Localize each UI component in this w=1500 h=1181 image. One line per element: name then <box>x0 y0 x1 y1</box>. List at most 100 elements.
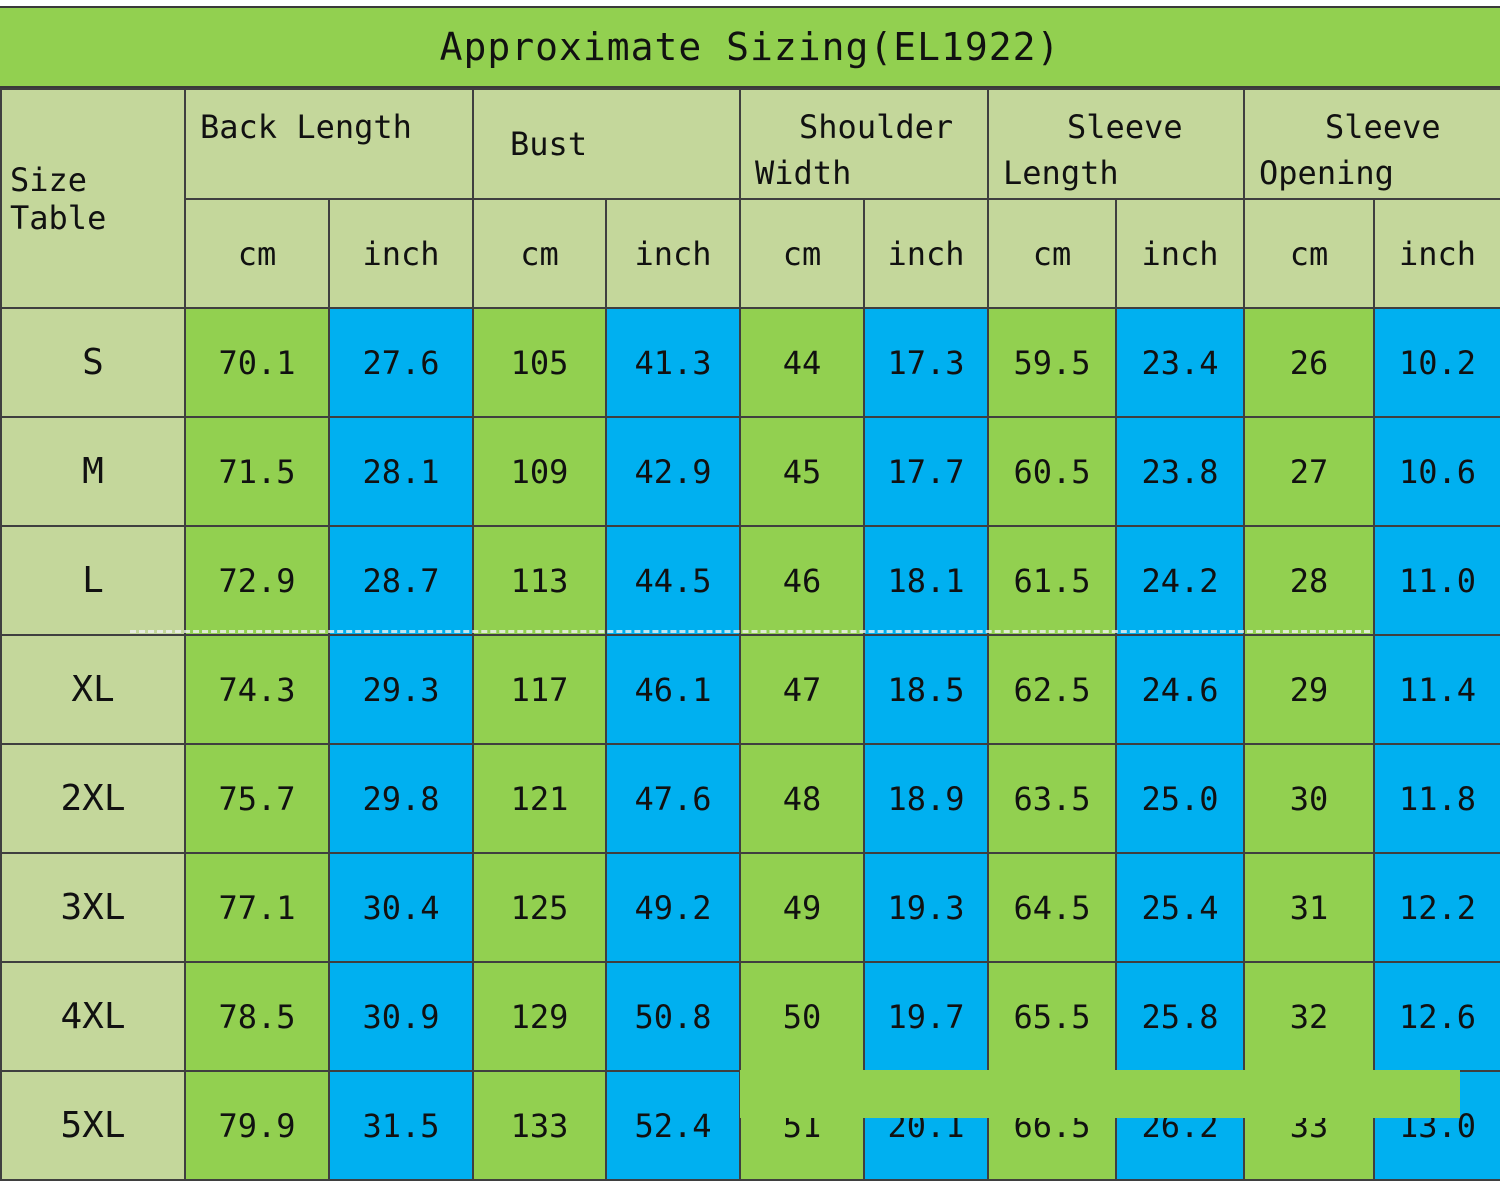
value-inch-cell: 25.8 <box>1115 961 1246 1072</box>
size-cell: M <box>0 416 186 527</box>
header-row-groups: Size Table Back Length Bust Shoulder Wid… <box>0 88 1500 309</box>
value-inch-cell: 31.5 <box>327 1070 475 1181</box>
value-cm-cell: 44 <box>739 307 866 418</box>
value-cm-cell: 74.3 <box>184 634 330 745</box>
value-inch-cell: 23.4 <box>1115 307 1246 418</box>
header-bust-line1: Bust <box>510 125 588 163</box>
value-cm-cell: 32 <box>1243 961 1376 1072</box>
value-cm-cell: 45 <box>739 416 866 527</box>
table-row: XL 74.3 29.3 117 46.1 47 18.5 62.5 24.6 29 11.4 <box>0 634 1500 745</box>
table-row: 4XL 78.5 30.9 129 50.8 50 19.7 65.5 25.8 32 12.6 <box>0 961 1500 1072</box>
value-cm-cell: 78.5 <box>184 961 330 1072</box>
value-inch-cell: 41.3 <box>605 307 742 418</box>
value-cm-cell: 133 <box>472 1070 608 1181</box>
value-cm-cell: 65.5 <box>987 961 1118 1072</box>
unit-cm: cm <box>739 198 866 309</box>
header-shoulder-width-line2: Width <box>755 154 852 192</box>
value-inch-cell: 19.3 <box>863 852 990 963</box>
unit-inch: inch <box>863 198 990 309</box>
value-inch-cell: 17.7 <box>863 416 990 527</box>
size-table-label: Size Table <box>0 88 186 309</box>
value-cm-cell: 121 <box>472 743 608 854</box>
value-inch-cell: 11.4 <box>1373 634 1500 745</box>
header-shoulder-width: Shoulder Width <box>739 88 990 200</box>
value-cm-cell: 75.7 <box>184 743 330 854</box>
table-row: 2XL 75.7 29.8 121 47.6 48 18.9 63.5 25.0 30 11.8 <box>0 743 1500 854</box>
value-inch-cell: 44.5 <box>605 525 742 636</box>
size-cell: 2XL <box>0 743 186 854</box>
value-cm-cell: 70.1 <box>184 307 330 418</box>
size-cell: L <box>0 525 186 636</box>
header-row-units: cm inch cm inch cm inch cm inch cm inch <box>1 198 1500 309</box>
table-row: 3XL 77.1 30.4 125 49.2 49 19.3 64.5 25.4 31 12.2 <box>0 852 1500 963</box>
size-table: Size Table Back Length Bust Shoulder Wid… <box>0 88 1500 1181</box>
header-sleeve-opening-line2: Opening <box>1259 154 1394 192</box>
header-sleeve-length-line2: Length <box>1003 154 1119 192</box>
table-row: L 72.9 28.7 113 44.5 46 18.1 61.5 24.2 28 11.0 <box>0 525 1500 636</box>
value-inch-cell: 30.4 <box>327 852 475 963</box>
value-inch-cell: 19.7 <box>863 961 990 1072</box>
value-inch-cell: 28.7 <box>327 525 475 636</box>
value-cm-cell: 113 <box>472 525 608 636</box>
unit-inch: inch <box>1373 198 1500 309</box>
value-inch-cell: 10.6 <box>1373 416 1500 527</box>
value-cm-cell: 62.5 <box>987 634 1118 745</box>
unit-cm: cm <box>987 198 1118 309</box>
header-sleeve-opening-line1: Sleeve <box>1325 108 1441 146</box>
value-inch-cell: 11.8 <box>1373 743 1500 854</box>
unit-cm: cm <box>184 198 330 309</box>
value-cm-cell: 48 <box>739 743 866 854</box>
value-inch-cell: 28.1 <box>327 416 475 527</box>
value-inch-cell: 25.4 <box>1115 852 1246 963</box>
unit-inch: inch <box>605 198 742 309</box>
value-inch-cell: 30.9 <box>327 961 475 1072</box>
value-inch-cell: 17.3 <box>863 307 990 418</box>
header-shoulder-width-line1: Shoulder <box>799 108 954 146</box>
value-cm-cell: 61.5 <box>987 525 1118 636</box>
unit-cm: cm <box>1243 198 1376 309</box>
value-cm-cell: 26 <box>1243 307 1376 418</box>
value-inch-cell: 18.1 <box>863 525 990 636</box>
value-cm-cell: 72.9 <box>184 525 330 636</box>
value-inch-cell: 18.9 <box>863 743 990 854</box>
unit-inch: inch <box>1115 198 1246 309</box>
value-inch-cell: 29.3 <box>327 634 475 745</box>
value-inch-cell: 27.6 <box>327 307 475 418</box>
value-cm-cell: 63.5 <box>987 743 1118 854</box>
value-cm-cell: 46 <box>739 525 866 636</box>
value-inch-cell: 12.6 <box>1373 961 1500 1072</box>
value-cm-cell: 27 <box>1243 416 1376 527</box>
chart-title: Approximate Sizing(EL1922) <box>0 6 1500 88</box>
value-cm-cell: 71.5 <box>184 416 330 527</box>
header-back-length-line1: Back Length <box>200 108 412 146</box>
value-inch-cell: 24.6 <box>1115 634 1246 745</box>
value-cm-cell: 60.5 <box>987 416 1118 527</box>
value-inch-cell: 50.8 <box>605 961 742 1072</box>
table-row: M 71.5 28.1 109 42.9 45 17.7 60.5 23.8 27 10.6 <box>0 416 1500 527</box>
header-sleeve-length-line1: Sleeve <box>1067 108 1183 146</box>
scan-artifact-line <box>130 630 1370 633</box>
header-bust: Bust <box>472 88 742 200</box>
size-cell: 3XL <box>0 852 186 963</box>
value-inch-cell: 18.5 <box>863 634 990 745</box>
value-inch-cell: 25.0 <box>1115 743 1246 854</box>
value-inch-cell: 24.2 <box>1115 525 1246 636</box>
value-inch-cell: 46.1 <box>605 634 742 745</box>
value-cm-cell: 29 <box>1243 634 1376 745</box>
header-back-length: Back Length <box>183 88 475 200</box>
value-cm-cell: 31 <box>1243 852 1376 963</box>
value-inch-cell: 47.6 <box>605 743 742 854</box>
value-cm-cell: 59.5 <box>987 307 1118 418</box>
value-inch-cell: 29.8 <box>327 743 475 854</box>
value-inch-cell: 12.2 <box>1373 852 1500 963</box>
scan-artifact-band <box>740 1070 1460 1118</box>
value-cm-cell: 125 <box>472 852 608 963</box>
value-cm-cell: 117 <box>472 634 608 745</box>
value-cm-cell: 30 <box>1243 743 1376 854</box>
unit-inch: inch <box>327 198 475 309</box>
value-inch-cell: 10.2 <box>1373 307 1500 418</box>
header-sleeve-opening: Sleeve Opening <box>1243 88 1500 200</box>
size-cell: 4XL <box>0 961 186 1072</box>
value-inch-cell: 52.4 <box>605 1070 742 1181</box>
